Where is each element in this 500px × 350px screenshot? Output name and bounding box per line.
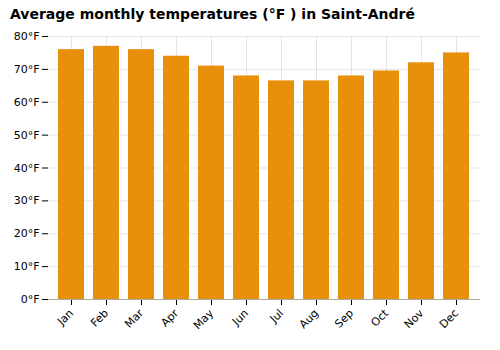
svg-text:Mar: Mar bbox=[122, 306, 146, 330]
svg-text:30°F: 30°F bbox=[14, 194, 40, 207]
svg-text:10°F: 10°F bbox=[14, 260, 40, 273]
svg-text:May: May bbox=[191, 306, 217, 332]
svg-text:Sep: Sep bbox=[332, 307, 356, 331]
svg-text:80°F: 80°F bbox=[14, 30, 40, 43]
svg-text:50°F: 50°F bbox=[14, 129, 40, 142]
svg-text:20°F: 20°F bbox=[14, 227, 40, 240]
svg-text:Jan: Jan bbox=[54, 307, 76, 329]
svg-text:70°F: 70°F bbox=[14, 63, 40, 76]
svg-text:40°F: 40°F bbox=[14, 162, 40, 175]
svg-text:Nov: Nov bbox=[402, 306, 427, 331]
html-text:Average monthly temperatures (: Average monthly temperatures (°F ) in Sa… bbox=[10, 6, 415, 22]
svg-text:0°F: 0°F bbox=[21, 293, 40, 306]
svg-text:Feb: Feb bbox=[88, 307, 111, 330]
svg-text:Dec: Dec bbox=[437, 307, 461, 331]
svg-text:60°F: 60°F bbox=[14, 96, 40, 109]
svg-text:Aug: Aug bbox=[297, 307, 321, 331]
svg-text:Oct: Oct bbox=[368, 306, 391, 329]
svg-text:Jul: Jul bbox=[267, 307, 286, 326]
svg-text:Apr: Apr bbox=[158, 306, 181, 329]
svg-text:Jun: Jun bbox=[229, 307, 251, 329]
